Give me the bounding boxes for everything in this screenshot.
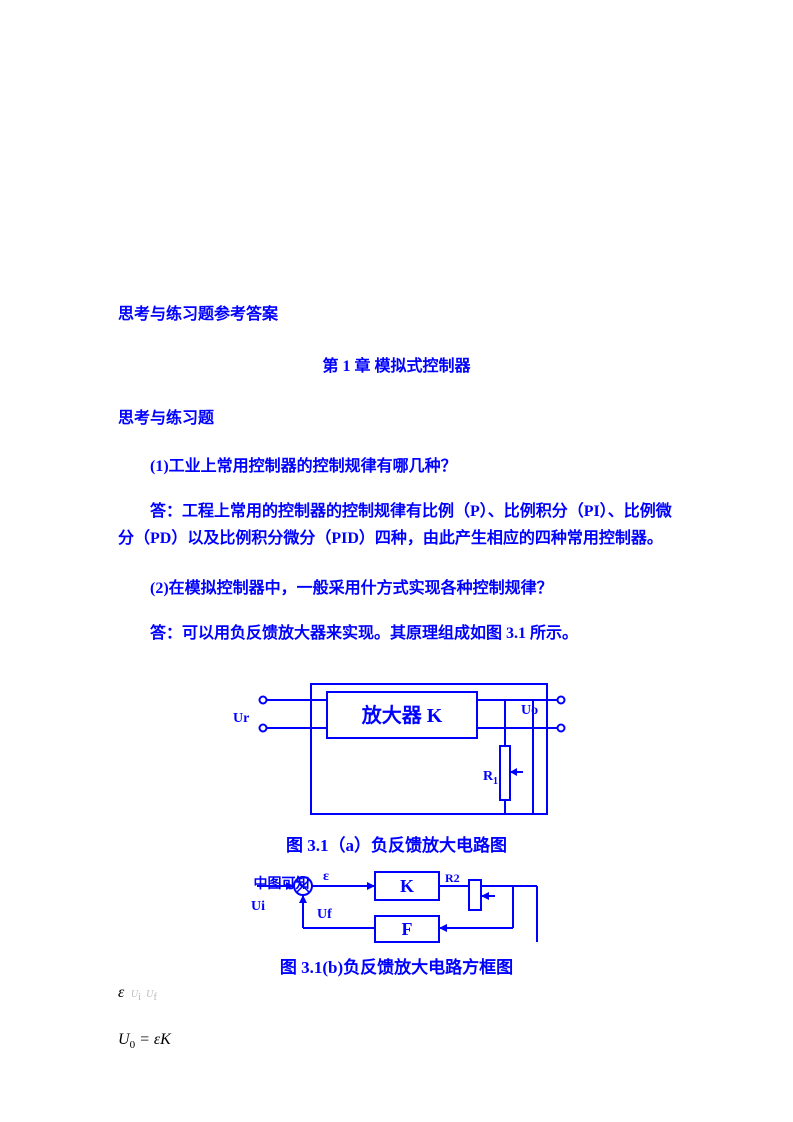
eq1-lhs: ε: [118, 984, 124, 1001]
svg-text:放大器 K: 放大器 K: [360, 703, 442, 727]
answer-1: 答：工程上常用的控制器的控制规律有比例（P）、比例积分（PI）、比例微分（PD）…: [118, 498, 675, 552]
svg-text:Uf: Uf: [317, 907, 332, 922]
diagram-a-container: 放大器 KUrUoR1 图 3.1（a）负反馈放大电路图: [118, 670, 675, 856]
diagram-b-container: UiεKR2FUf 中图可知 图 3.1(b)负反馈放大电路方框图: [118, 864, 675, 978]
question-2: (2)在模拟控制器中，一般采用什方式实现各种控制规律？: [118, 574, 675, 598]
svg-text:Ui: Ui: [251, 899, 265, 914]
section-label: 思考与练习题: [118, 404, 675, 428]
svg-text:F: F: [401, 919, 412, 939]
eq2-text: U0 = εK: [118, 1031, 171, 1048]
answers-heading: 思考与练习题参考答案: [118, 300, 675, 324]
answer-2: 答：可以用负反馈放大器来实现。其原理组成如图 3.1 所示。: [118, 620, 675, 647]
svg-text:1: 1: [493, 776, 498, 787]
question-1: (1)工业上常用控制器的控制规律有哪几种？: [118, 452, 675, 476]
circuit-diagram-a: 放大器 KUrUoR1: [217, 670, 577, 822]
equation-2: U0 = εK: [118, 1031, 675, 1051]
chapter-title: 第 1 章 模拟式控制器: [118, 352, 675, 376]
svg-text:Uo: Uo: [521, 703, 538, 718]
diagram-b-caption: 图 3.1(b)负反馈放大电路方框图: [118, 953, 675, 978]
svg-text:Ur: Ur: [233, 711, 249, 726]
partial-text-cut: 中图可知: [3, 873, 560, 893]
diagram-a-caption: 图 3.1（a）负反馈放大电路图: [118, 831, 675, 856]
equation-1: ε Ui Uf: [118, 984, 675, 1003]
